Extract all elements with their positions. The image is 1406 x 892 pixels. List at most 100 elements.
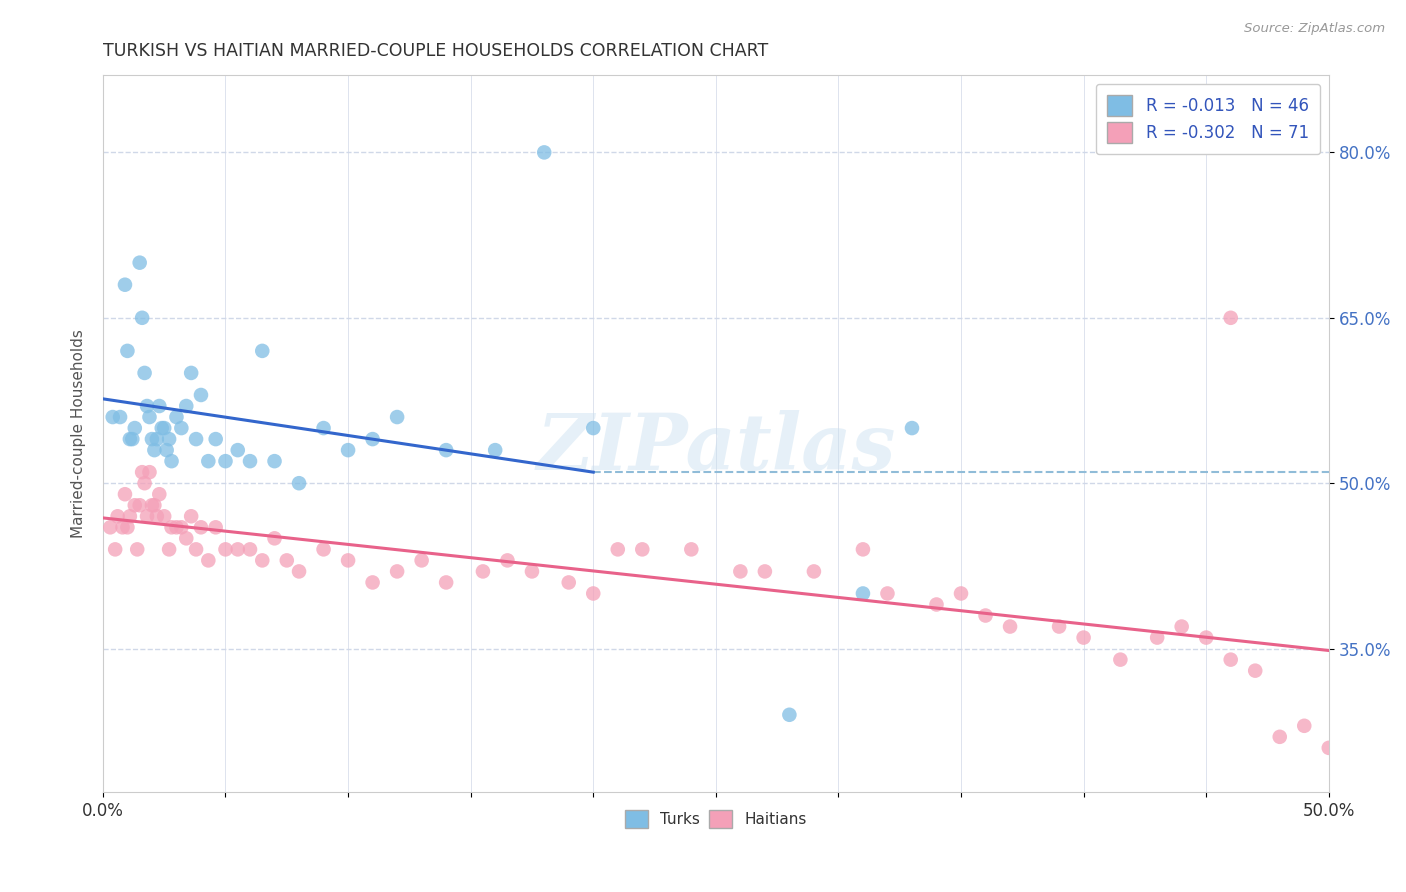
Point: [361, 432, 384, 446]
Point: [190, 520, 212, 534]
Point: [411, 553, 433, 567]
Point: [288, 476, 311, 491]
Point: [180, 366, 202, 380]
Point: [146, 432, 169, 446]
Point: [1294, 719, 1316, 733]
Point: [184, 542, 207, 557]
Point: [157, 542, 180, 557]
Point: [754, 565, 776, 579]
Point: [681, 542, 703, 557]
Point: [166, 410, 188, 425]
Point: [197, 454, 219, 468]
Point: [974, 608, 997, 623]
Point: [385, 410, 408, 425]
Point: [204, 520, 226, 534]
Point: [121, 432, 143, 446]
Point: [170, 421, 193, 435]
Point: [166, 520, 188, 534]
Y-axis label: Married-couple Households: Married-couple Households: [72, 329, 86, 538]
Point: [127, 542, 149, 557]
Point: [337, 553, 360, 567]
Point: [1109, 653, 1132, 667]
Point: [214, 542, 236, 557]
Point: [263, 532, 285, 546]
Point: [214, 454, 236, 468]
Point: [134, 476, 156, 491]
Point: [950, 586, 973, 600]
Point: [1244, 664, 1267, 678]
Point: [778, 707, 800, 722]
Point: [533, 145, 555, 160]
Point: [730, 565, 752, 579]
Point: [337, 443, 360, 458]
Point: [98, 520, 121, 534]
Point: [1170, 619, 1192, 633]
Point: [114, 487, 136, 501]
Point: [128, 255, 150, 269]
Point: [160, 454, 183, 468]
Point: [434, 443, 457, 458]
Point: [1219, 310, 1241, 325]
Point: [108, 410, 131, 425]
Point: [434, 575, 457, 590]
Point: [114, 277, 136, 292]
Point: [174, 532, 197, 546]
Point: [631, 542, 654, 557]
Point: [157, 432, 180, 446]
Point: [141, 498, 163, 512]
Text: Source: ZipAtlas.com: Source: ZipAtlas.com: [1244, 22, 1385, 36]
Point: [312, 421, 335, 435]
Point: [160, 520, 183, 534]
Point: [101, 410, 124, 425]
Point: [1146, 631, 1168, 645]
Point: [471, 565, 494, 579]
Point: [276, 553, 298, 567]
Point: [226, 443, 249, 458]
Point: [520, 565, 543, 579]
Point: [385, 565, 408, 579]
Point: [170, 520, 193, 534]
Legend: Turks, Haitians: Turks, Haitians: [619, 804, 813, 835]
Point: [180, 509, 202, 524]
Point: [124, 421, 146, 435]
Point: [1317, 740, 1340, 755]
Text: ZIPatlas: ZIPatlas: [536, 409, 896, 486]
Point: [312, 542, 335, 557]
Point: [606, 542, 628, 557]
Point: [150, 421, 173, 435]
Point: [128, 498, 150, 512]
Point: [484, 443, 506, 458]
Point: [252, 343, 274, 358]
Point: [146, 509, 169, 524]
Point: [138, 465, 160, 479]
Point: [582, 586, 605, 600]
Text: TURKISH VS HAITIAN MARRIED-COUPLE HOUSEHOLDS CORRELATION CHART: TURKISH VS HAITIAN MARRIED-COUPLE HOUSEH…: [103, 42, 768, 60]
Point: [138, 410, 160, 425]
Point: [263, 454, 285, 468]
Point: [118, 509, 141, 524]
Point: [143, 443, 166, 458]
Point: [141, 432, 163, 446]
Point: [361, 575, 384, 590]
Point: [1268, 730, 1291, 744]
Point: [239, 454, 262, 468]
Point: [124, 498, 146, 512]
Point: [1047, 619, 1070, 633]
Point: [153, 421, 176, 435]
Point: [582, 421, 605, 435]
Point: [111, 520, 134, 534]
Point: [852, 542, 875, 557]
Point: [134, 366, 156, 380]
Point: [852, 586, 875, 600]
Point: [143, 498, 166, 512]
Point: [226, 542, 249, 557]
Point: [117, 343, 139, 358]
Point: [288, 565, 311, 579]
Point: [239, 542, 262, 557]
Point: [118, 432, 141, 446]
Point: [153, 509, 176, 524]
Point: [107, 509, 129, 524]
Point: [998, 619, 1021, 633]
Point: [117, 520, 139, 534]
Point: [901, 421, 924, 435]
